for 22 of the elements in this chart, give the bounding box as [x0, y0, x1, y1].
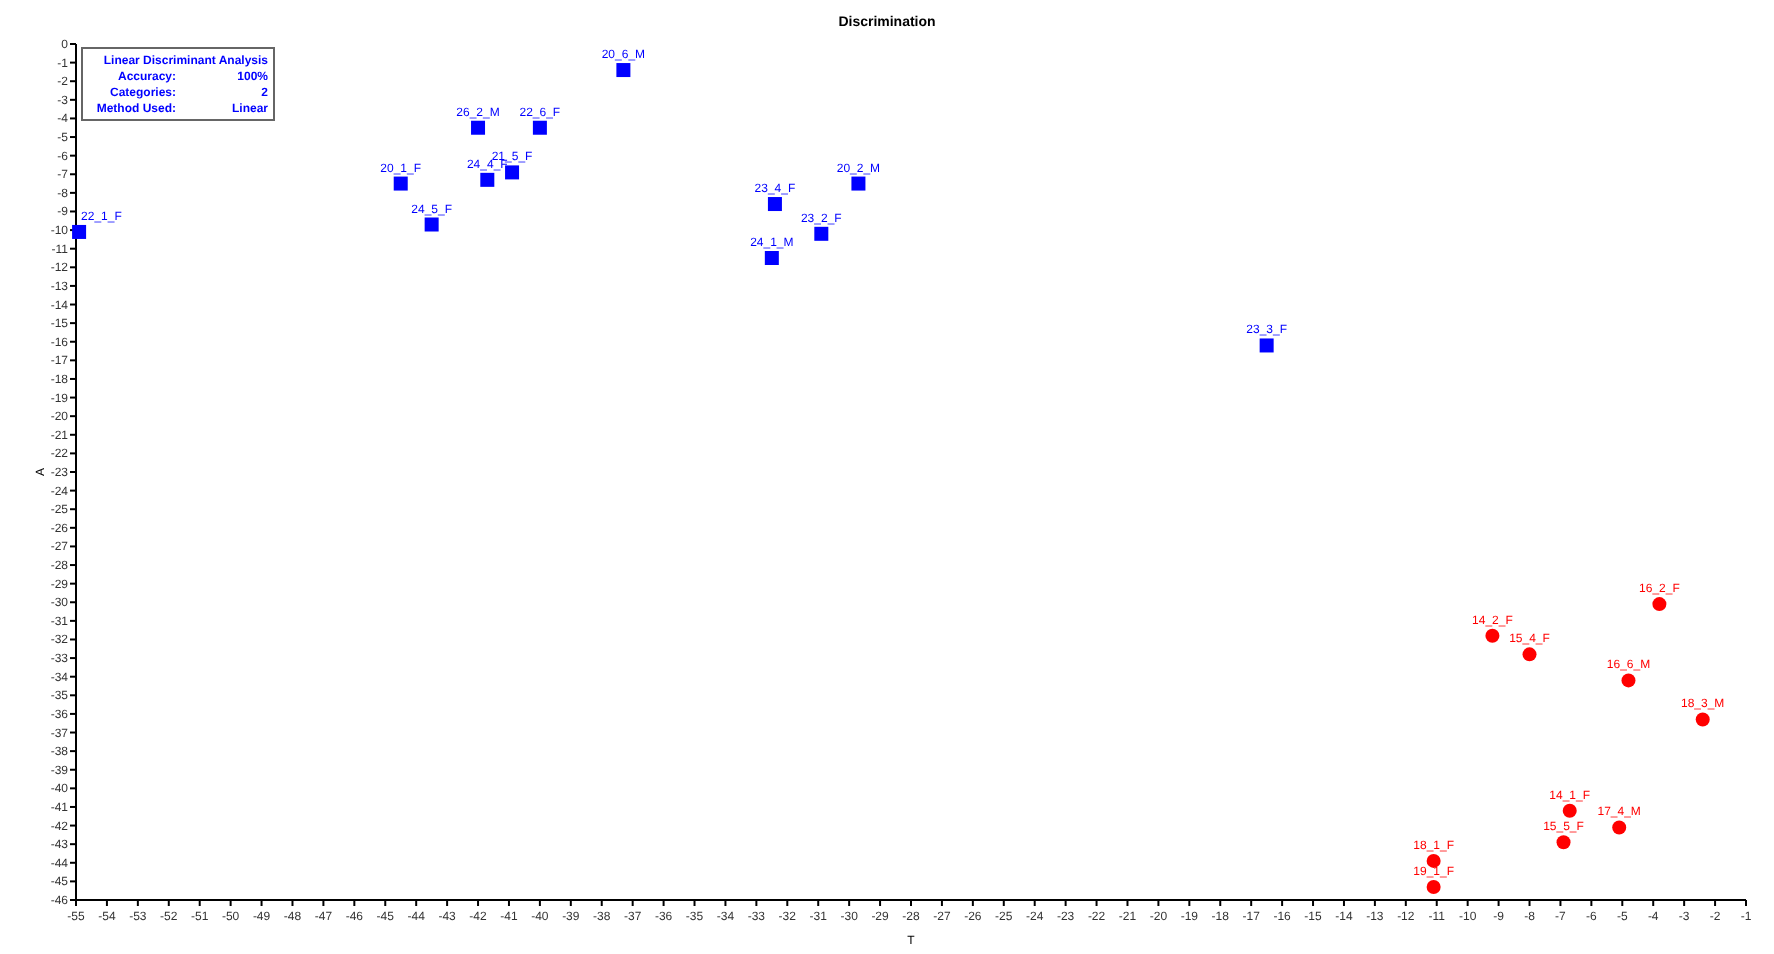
point [814, 226, 829, 241]
point [1562, 803, 1577, 818]
point [616, 63, 631, 78]
point [505, 165, 520, 180]
point [1652, 597, 1667, 612]
point [1695, 712, 1710, 727]
point [1485, 628, 1500, 643]
point [1612, 820, 1627, 835]
point [480, 172, 495, 187]
point [1259, 338, 1274, 353]
point [1522, 647, 1537, 662]
point [1556, 835, 1571, 850]
point [393, 176, 408, 191]
point [471, 120, 486, 135]
point [764, 251, 779, 265]
point [767, 197, 782, 212]
point [72, 224, 87, 239]
point [532, 120, 547, 135]
point [424, 217, 439, 232]
point [1621, 673, 1636, 688]
point [851, 176, 866, 191]
point [1426, 879, 1441, 894]
